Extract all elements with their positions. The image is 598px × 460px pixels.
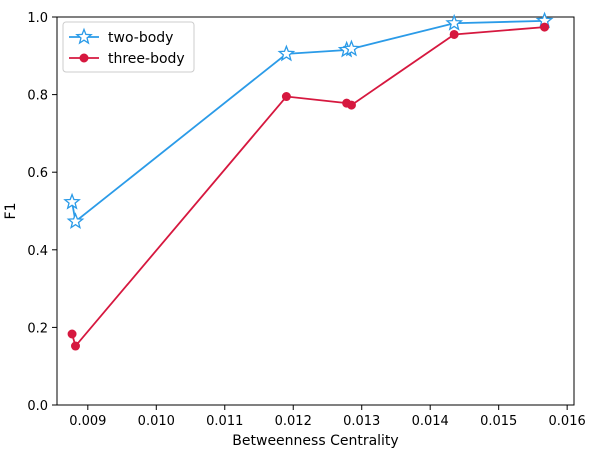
legend-marker [75, 27, 93, 45]
data-point-three-body [70, 341, 80, 351]
y-axis-label: F1 [3, 203, 19, 220]
data-point-three-body [346, 100, 356, 110]
data-point-two-body [445, 13, 464, 31]
y-tick-label: 1.0 [27, 11, 48, 26]
y-tick-label: 0.6 [27, 166, 48, 181]
legend-entry-three-body: three-body [69, 51, 185, 67]
x-tick-label: 0.012 [275, 414, 312, 429]
x-tick-label: 0.015 [480, 414, 517, 429]
data-point-two-body [63, 192, 81, 210]
y-tick-label: 0.0 [27, 399, 48, 414]
series-three-body [67, 22, 550, 351]
y-tick-label: 0.2 [27, 321, 48, 336]
y-tick-label: 0.8 [27, 89, 48, 104]
x-tick-label: 0.009 [69, 414, 106, 429]
legend: two-body three-body [62, 21, 195, 73]
x-tick-label: 0.014 [412, 414, 449, 429]
legend-box [62, 21, 195, 73]
data-point-two-body [342, 39, 361, 57]
legend-label: three-body [108, 51, 185, 67]
x-axis: 0.009 0.010 0.011 0.012 0.013 0.014 0.015 0.016 [69, 405, 586, 429]
data-point-three-body [67, 329, 77, 339]
series-two-body [63, 11, 554, 230]
x-tick-label: 0.010 [138, 414, 175, 429]
data-point-three-body [449, 29, 459, 39]
plot-area-frame [56, 16, 575, 406]
y-axis: 0.0 0.2 0.4 0.6 0.8 1.0 [27, 11, 57, 414]
legend-marker [79, 53, 89, 63]
series-layer [63, 11, 554, 351]
x-tick-label: 0.011 [206, 414, 243, 429]
x-tick-label: 0.016 [549, 414, 586, 429]
data-point-three-body [540, 22, 550, 32]
legend-label: two-body [108, 30, 173, 46]
data-point-two-body [66, 212, 85, 230]
x-tick-label: 0.013 [343, 414, 380, 429]
x-axis-label: Betweenness Centrality [232, 433, 398, 449]
data-point-two-body [277, 44, 296, 62]
data-point-three-body [281, 92, 291, 102]
y-tick-label: 0.4 [27, 244, 48, 259]
legend-entry-two-body: two-body [69, 27, 173, 46]
